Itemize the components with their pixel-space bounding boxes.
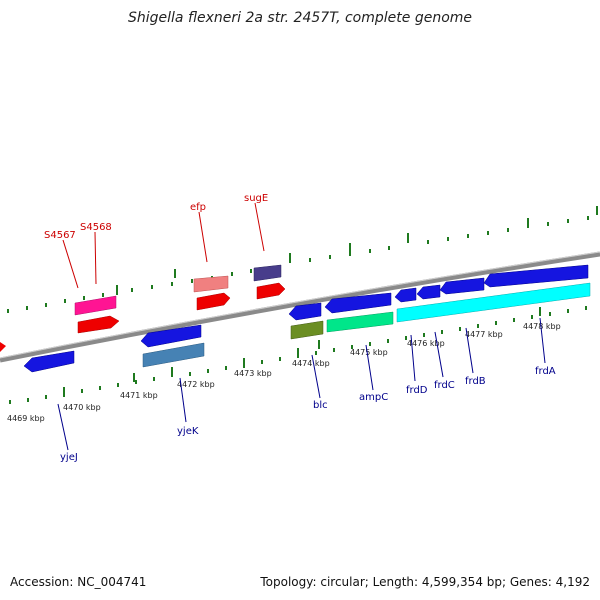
gene-arrow-frdD[interactable] — [394, 287, 417, 303]
scale-label: 4477 kbp — [465, 330, 503, 339]
gene-arrow-yjeJ[interactable] — [23, 350, 75, 373]
gene-label-top: sugE — [244, 193, 268, 204]
genome-backbone — [0, 251, 600, 363]
gene-arrow-S4567[interactable] — [74, 295, 117, 316]
gene-label-top: efp — [190, 202, 206, 213]
gene-arrow[interactable] — [256, 282, 286, 300]
gene-label-bottom: frdB — [465, 376, 486, 387]
gene-arrow-S4568[interactable] — [77, 315, 120, 334]
gene-label-top: S4567 — [44, 230, 76, 241]
scale-label: 4474 kbp — [292, 359, 330, 368]
gene-arrow[interactable] — [140, 324, 202, 348]
scale-label: 4469 kbp — [7, 414, 45, 423]
gene-arrow-efp[interactable] — [193, 275, 229, 293]
gene-arrow-sugE[interactable] — [253, 264, 282, 282]
scale-label: 4472 kbp — [177, 380, 215, 389]
scale-label: 4470 kbp — [63, 403, 101, 412]
gene-arrow[interactable] — [288, 302, 322, 321]
gene-arrow-frdA[interactable] — [483, 264, 589, 288]
gene-label-bottom: yjeK — [177, 426, 199, 437]
gene-label-bottom: frdC — [434, 380, 455, 391]
scale-label: 4473 kbp — [234, 369, 272, 378]
scale-label: 4478 kbp — [523, 322, 561, 331]
accession-label: Accession: NC_004741 — [10, 575, 147, 589]
gene-bar[interactable] — [396, 282, 591, 323]
gene-arrow-frdB[interactable] — [439, 277, 485, 295]
lower-major-ticks — [133, 307, 541, 382]
upper-major-ticks — [174, 206, 598, 278]
topology-label: Topology: circular; Length: 4,599,354 bp… — [260, 575, 590, 589]
scale-label: 4471 kbp — [120, 391, 158, 400]
gene-label-bottom: yjeJ — [60, 452, 78, 463]
gene-arrow-frdC[interactable] — [416, 284, 441, 300]
gene-arrow[interactable] — [0, 342, 6, 352]
gene-arrow[interactable] — [196, 292, 231, 311]
gene-label-bottom: frdA — [535, 366, 556, 377]
gene-label-bottom: ampC — [359, 392, 388, 403]
gene-arrow-blc[interactable] — [290, 320, 324, 340]
page-title: Shigella flexneri 2a str. 2457T, complet… — [127, 10, 473, 26]
gene-label-bottom: frdD — [406, 385, 428, 396]
gene-label-top: S4568 — [80, 222, 112, 233]
lower-tick-row — [9, 306, 587, 404]
gene-arrow-ampC[interactable] — [326, 311, 394, 333]
scale-label: 4475 kbp — [350, 348, 388, 357]
gene-arrow-yjeK[interactable] — [142, 342, 205, 368]
gene-label-bottom: blc — [313, 400, 328, 411]
scale-label: 4476 kbp — [407, 339, 445, 348]
gene-arrow[interactable] — [324, 292, 392, 314]
